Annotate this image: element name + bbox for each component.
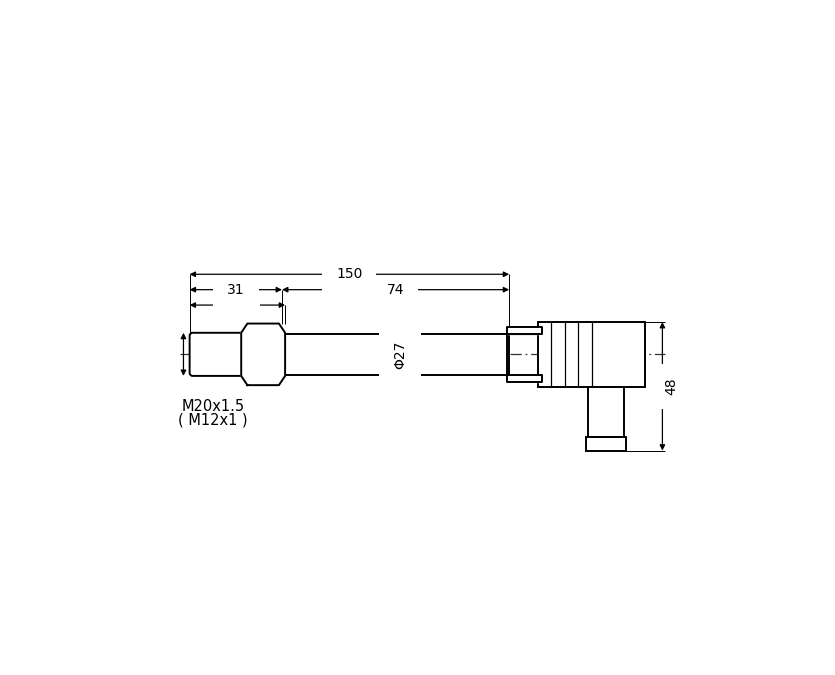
Bar xyxy=(282,333,509,375)
Bar xyxy=(589,387,624,437)
Bar xyxy=(539,322,645,387)
Text: 74: 74 xyxy=(387,283,404,297)
Text: 31: 31 xyxy=(227,283,245,297)
Text: 18: 18 xyxy=(229,298,246,312)
Text: ( M12x1 ): ( M12x1 ) xyxy=(178,412,247,427)
Text: 48: 48 xyxy=(665,377,679,395)
Polygon shape xyxy=(241,323,285,385)
Polygon shape xyxy=(507,375,542,382)
FancyBboxPatch shape xyxy=(190,333,245,376)
Bar xyxy=(586,437,626,451)
Text: M20x1.5: M20x1.5 xyxy=(181,400,245,414)
Text: 150: 150 xyxy=(337,267,362,281)
Text: Φ27: Φ27 xyxy=(392,340,407,369)
Polygon shape xyxy=(507,327,542,333)
